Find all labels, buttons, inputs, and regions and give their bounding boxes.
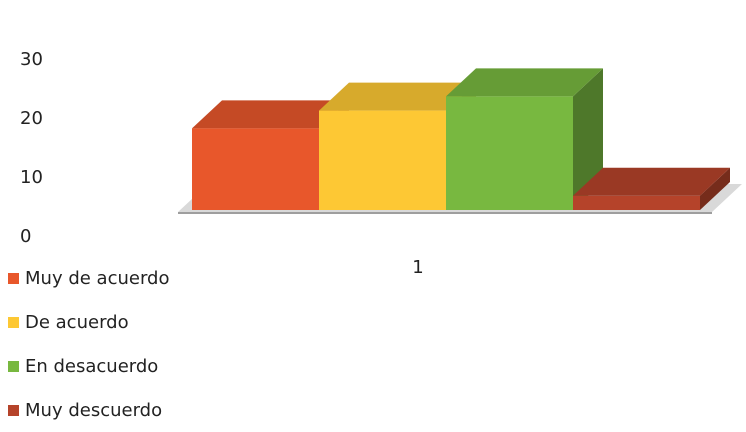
y-tick-label: 20 bbox=[20, 108, 43, 129]
y-tick-label: 0 bbox=[20, 226, 31, 247]
legend-swatch bbox=[8, 272, 19, 284]
legend-swatch bbox=[8, 404, 19, 416]
bar-front-face bbox=[319, 110, 446, 210]
legend-label: Muy de acuerdo bbox=[25, 267, 170, 289]
x-axis-categories: 1 bbox=[412, 257, 423, 278]
legend-label: De acuerdo bbox=[25, 311, 129, 333]
legend-item: Muy descuerdo bbox=[8, 388, 308, 432]
legend-swatch bbox=[8, 360, 19, 372]
bar-front-face bbox=[573, 195, 700, 210]
legend-label: En desacuerdo bbox=[25, 355, 159, 377]
bar-front-face bbox=[446, 96, 573, 210]
x-category-label: 1 bbox=[412, 257, 423, 278]
legend-item: De acuerdo bbox=[8, 300, 308, 344]
legend-item: Muy de acuerdo bbox=[8, 256, 308, 300]
bar-side-face bbox=[700, 167, 730, 210]
bar-top-face bbox=[573, 167, 730, 196]
bar-top-face bbox=[319, 82, 476, 111]
legend: Muy de acuerdo De acuerdo En desacuerdo Muy… bbox=[8, 256, 308, 432]
legend-item: En desacuerdo bbox=[8, 344, 308, 388]
legend-label: Muy descuerdo bbox=[25, 399, 163, 421]
legend-swatch bbox=[8, 316, 19, 328]
bar-muy-descuerdo bbox=[573, 167, 730, 210]
y-axis-ticks: 0 10 20 30 bbox=[20, 49, 43, 247]
bar-top-face bbox=[192, 100, 349, 129]
bar-en-desacuerdo bbox=[446, 68, 603, 211]
y-tick-label: 10 bbox=[20, 167, 43, 188]
bar-side-face bbox=[573, 68, 603, 211]
bars bbox=[192, 68, 730, 211]
bar-front-face bbox=[192, 128, 319, 210]
y-tick-label: 30 bbox=[20, 49, 43, 70]
bar-top-face bbox=[446, 68, 603, 97]
bar-chart: 0 10 20 30 1 bbox=[20, 49, 742, 278]
